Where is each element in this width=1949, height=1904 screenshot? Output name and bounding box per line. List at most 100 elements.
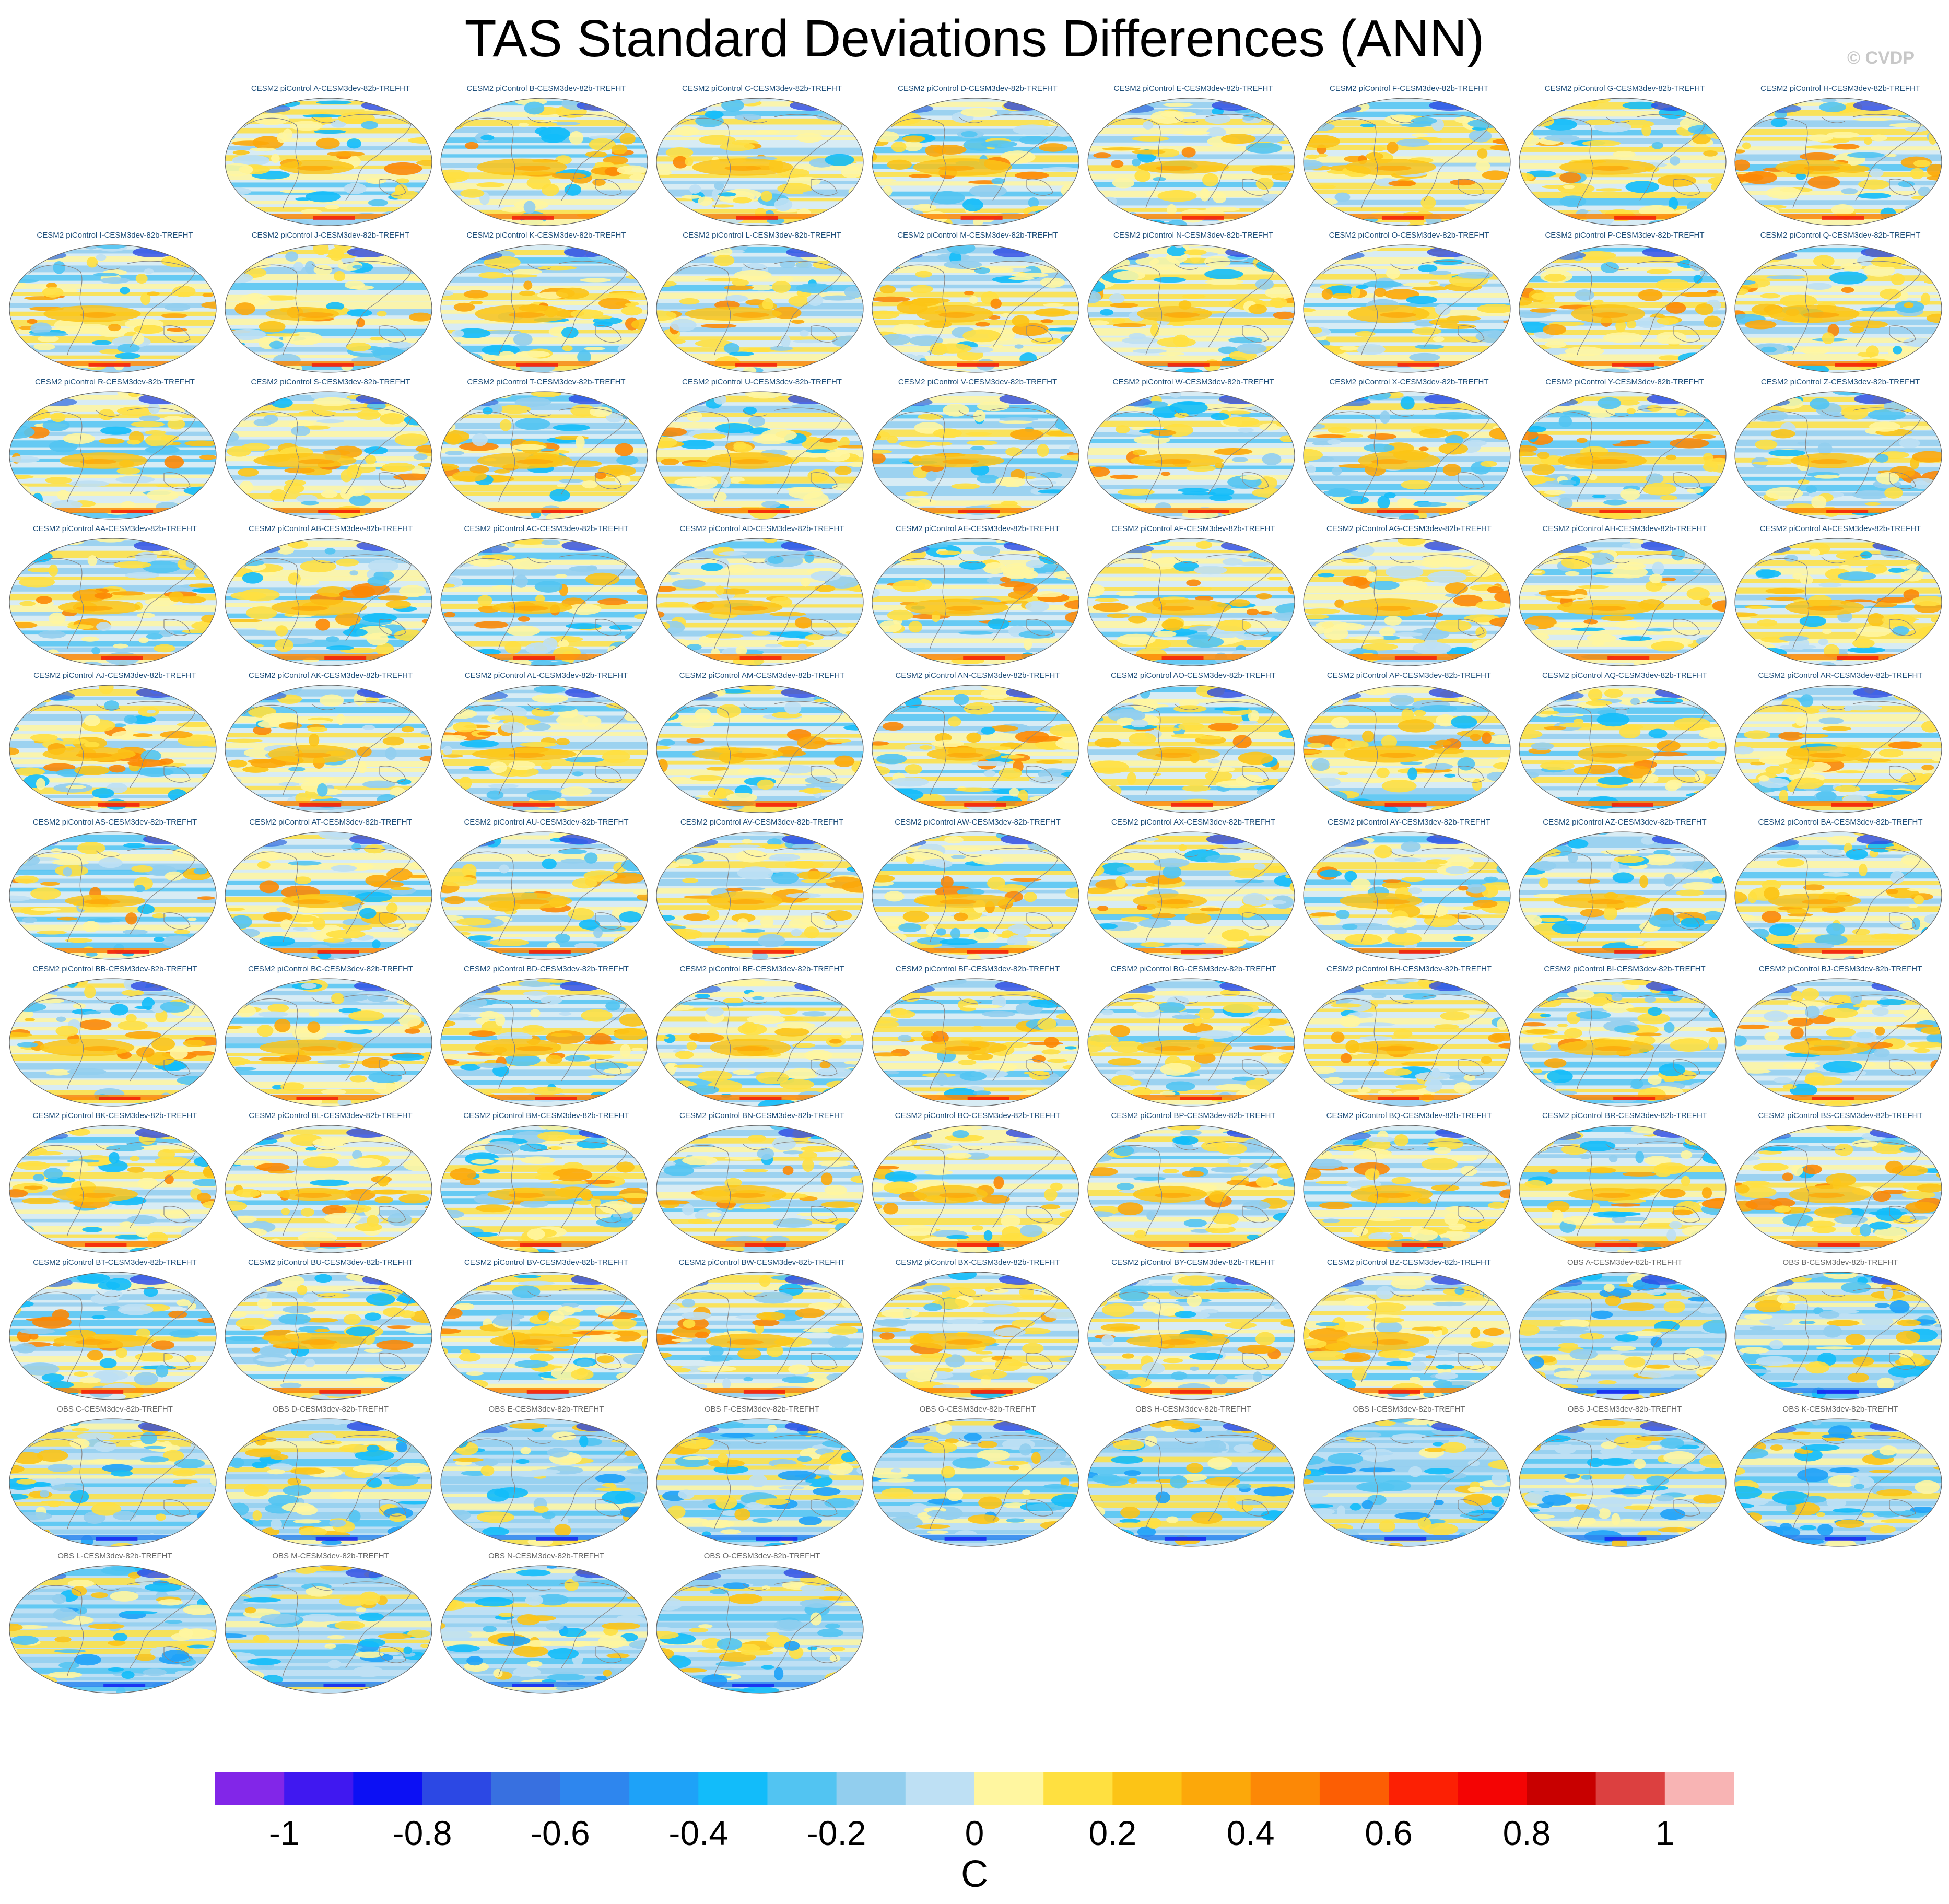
map-field: [225, 685, 432, 813]
map-field: [656, 1272, 863, 1400]
map-plot: [1519, 98, 1727, 226]
map-field: [225, 245, 432, 372]
panel-title: CESM2 piControl BM-CESM3dev-82b-TREFHT: [463, 1111, 629, 1120]
map-field: [225, 538, 432, 666]
map-plot: [9, 538, 217, 666]
colorbar-tick-label: -0.6: [531, 1814, 590, 1852]
map-plot: [225, 978, 432, 1107]
panel-title: CESM2 piControl F-CESM3dev-82b-TREFHT: [1329, 84, 1489, 93]
map-field: [1735, 685, 1942, 813]
map-panel: CESM2 piControl G-CESM3dev-82b-TREFHT: [1517, 84, 1732, 228]
panel-title: CESM2 piControl BA-CESM3dev-82b-TREFHT: [1758, 818, 1923, 827]
panel-title: CESM2 piControl BT-CESM3dev-82b-TREFHT: [33, 1258, 197, 1267]
panel-title: OBS E-CESM3dev-82b-TREFHT: [488, 1405, 604, 1414]
map-panel: CESM2 piControl Q-CESM3dev-82b-TREFHT: [1733, 230, 1948, 374]
map-plot: [225, 1565, 432, 1694]
map-plot: [1303, 831, 1511, 960]
map-field: [1304, 1272, 1510, 1400]
map-field: [1519, 98, 1726, 226]
map-field: [872, 1419, 1079, 1546]
map-field: [872, 245, 1079, 372]
map-panel: CESM2 piControl AO-CESM3dev-82b-TREFHT: [1086, 671, 1301, 815]
map-panel: CESM2 piControl T-CESM3dev-82b-TREFHT: [439, 377, 654, 521]
colorbar-tick-label: -1: [269, 1814, 300, 1852]
map-field: [1735, 1272, 1942, 1400]
map-panel: CESM2 piControl V-CESM3dev-82b-TREFHT: [870, 377, 1085, 521]
map-field: [225, 1125, 432, 1253]
panel-title: CESM2 piControl AO-CESM3dev-82b-TREFHT: [1111, 671, 1276, 680]
map-plot: [1303, 685, 1511, 813]
map-plot: [1303, 1125, 1511, 1253]
map-panel: CESM2 piControl W-CESM3dev-82b-TREFHT: [1086, 377, 1301, 521]
colorbar-tick-label: 1: [1655, 1814, 1674, 1852]
map-panel: CESM2 piControl BQ-CESM3dev-82b-TREFHT: [1301, 1111, 1517, 1255]
colorbar-tick-label: -0.8: [393, 1814, 452, 1852]
map-field: [1088, 538, 1295, 666]
map-plot: [872, 98, 1079, 226]
panel-title: CESM2 piControl N-CESM3dev-82b-TREFHT: [1113, 231, 1273, 240]
map-panel: CESM2 piControl E-CESM3dev-82b-TREFHT: [1086, 84, 1301, 228]
map-plot: [656, 1565, 864, 1694]
panel-title: CESM2 piControl BK-CESM3dev-82b-TREFHT: [32, 1111, 197, 1120]
panel-title: OBS D-CESM3dev-82b-TREFHT: [273, 1405, 389, 1414]
map-panel: OBS H-CESM3dev-82b-TREFHT: [1086, 1404, 1301, 1548]
map-panel: CESM2 piControl BM-CESM3dev-82b-TREFHT: [439, 1111, 654, 1255]
colorbar-swatch: [1181, 1772, 1251, 1805]
panel-title: CESM2 piControl BN-CESM3dev-82b-TREFHT: [679, 1111, 844, 1120]
map-panel: CESM2 piControl J-CESM3dev-82b-TREFHT: [223, 230, 438, 374]
map-panel: CESM2 piControl AZ-CESM3dev-82b-TREFHT: [1517, 817, 1732, 961]
map-field: [1304, 1125, 1510, 1253]
panel-title: OBS M-CESM3dev-82b-TREFHT: [272, 1552, 389, 1560]
map-plot: [656, 391, 864, 520]
panel-title: CESM2 piControl BU-CESM3dev-82b-TREFHT: [248, 1258, 413, 1267]
map-plot: [1734, 831, 1942, 960]
map-plot: [1303, 244, 1511, 373]
map-plot: [656, 98, 864, 226]
map-panel: CESM2 piControl F-CESM3dev-82b-TREFHT: [1301, 84, 1517, 228]
map-field: [1088, 1419, 1295, 1546]
panel-title: CESM2 piControl AY-CESM3dev-82b-TREFHT: [1328, 818, 1490, 827]
panel-title: OBS A-CESM3dev-82b-TREFHT: [1567, 1258, 1683, 1267]
map-plot: [1087, 1125, 1295, 1253]
map-field: [225, 1419, 432, 1546]
panel-title: OBS K-CESM3dev-82b-TREFHT: [1782, 1405, 1898, 1414]
map-plot: [1519, 831, 1727, 960]
panel-title: CESM2 piControl P-CESM3dev-82b-TREFHT: [1545, 231, 1705, 240]
map-plot: [440, 685, 648, 813]
map-field: [9, 1125, 216, 1253]
panel-title: CESM2 piControl BG-CESM3dev-82b-TREFHT: [1110, 965, 1276, 973]
panel-title: CESM2 piControl AH-CESM3dev-82b-TREFHT: [1542, 524, 1707, 533]
map-plot: [1734, 98, 1942, 226]
map-panel: CESM2 piControl AW-CESM3dev-82b-TREFHT: [870, 817, 1085, 961]
panel-title: CESM2 piControl BX-CESM3dev-82b-TREFHT: [895, 1258, 1060, 1267]
map-plot: [1087, 244, 1295, 373]
map-panel: CESM2 piControl AQ-CESM3dev-82b-TREFHT: [1517, 671, 1732, 815]
map-field: [441, 98, 648, 226]
colorbar-swatch: [905, 1772, 975, 1805]
map-field: [225, 979, 432, 1106]
map-field: [656, 685, 863, 813]
map-plot: [225, 391, 432, 520]
map-panel: CESM2 piControl BB-CESM3dev-82b-TREFHT: [7, 964, 222, 1108]
map-plot: [1519, 685, 1727, 813]
map-plot: [656, 685, 864, 813]
map-field: [1304, 979, 1510, 1106]
panel-title: CESM2 piControl Q-CESM3dev-82b-TREFHT: [1760, 231, 1921, 240]
map-plot: [1519, 244, 1727, 373]
map-panel: CESM2 piControl N-CESM3dev-82b-TREFHT: [1086, 230, 1301, 374]
map-plot: [1734, 1272, 1942, 1400]
map-panel: CESM2 piControl BF-CESM3dev-82b-TREFHT: [870, 964, 1085, 1108]
map-plot: [440, 1565, 648, 1694]
map-field: [656, 1419, 863, 1546]
map-panel: OBS D-CESM3dev-82b-TREFHT: [223, 1404, 438, 1548]
map-plot: [1303, 391, 1511, 520]
map-panel: OBS F-CESM3dev-82b-TREFHT: [654, 1404, 870, 1548]
map-panel: CESM2 piControl AG-CESM3dev-82b-TREFHT: [1301, 524, 1517, 668]
map-field: [656, 979, 863, 1106]
panel-title: CESM2 piControl BV-CESM3dev-82b-TREFHT: [464, 1258, 629, 1267]
map-field: [441, 245, 648, 372]
panel-title: OBS I-CESM3dev-82b-TREFHT: [1353, 1405, 1465, 1414]
map-panel: CESM2 piControl A-CESM3dev-82b-TREFHT: [223, 84, 438, 228]
colorbar-tick-label: 0.8: [1503, 1814, 1551, 1852]
colorbar-swatch: [974, 1772, 1044, 1805]
